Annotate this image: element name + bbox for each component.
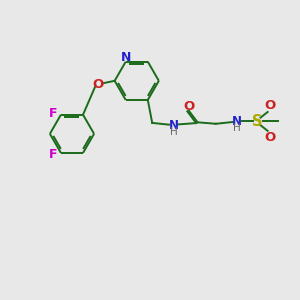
Text: N: N [232, 115, 242, 128]
Text: F: F [48, 107, 57, 120]
Text: S: S [252, 114, 263, 129]
Text: O: O [93, 78, 104, 91]
Text: H: H [170, 127, 178, 137]
Text: H: H [233, 123, 241, 133]
Text: O: O [183, 100, 194, 113]
Text: F: F [48, 148, 57, 161]
Text: N: N [121, 51, 131, 64]
Text: O: O [264, 99, 276, 112]
Text: O: O [264, 131, 276, 144]
Text: N: N [169, 119, 179, 132]
